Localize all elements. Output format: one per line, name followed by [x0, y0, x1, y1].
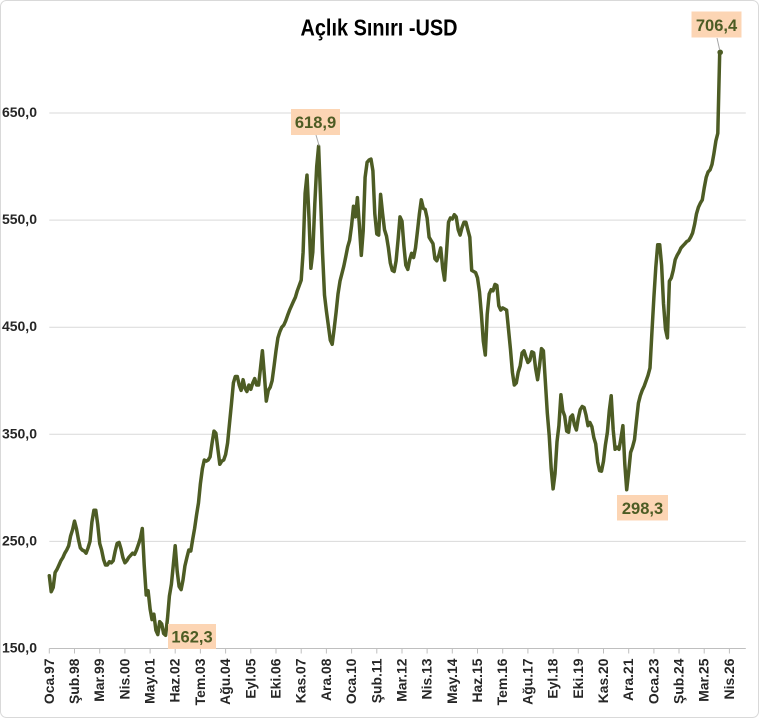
svg-text:Eki.19: Eki.19: [570, 658, 586, 698]
svg-text:Haz.15: Haz.15: [469, 658, 485, 702]
svg-text:Nis.26: Nis.26: [721, 658, 737, 699]
svg-text:Tem.03: Tem.03: [192, 658, 208, 705]
svg-text:May.01: May.01: [142, 658, 158, 704]
svg-text:Mar.25: Mar.25: [696, 658, 712, 702]
svg-text:May.14: May.14: [444, 658, 460, 704]
svg-text:Eyl.05: Eyl.05: [242, 658, 258, 698]
svg-text:Şub.98: Şub.98: [66, 658, 82, 704]
svg-text:Oca.23: Oca.23: [645, 658, 661, 704]
svg-text:350,0: 350,0: [2, 425, 37, 441]
svg-text:298,3: 298,3: [622, 500, 663, 518]
svg-text:Tem.16: Tem.16: [494, 658, 510, 705]
svg-text:Şub.11: Şub.11: [368, 658, 384, 703]
svg-text:Eki.06: Eki.06: [268, 658, 284, 698]
svg-text:Açlık Sınırı -USD: Açlık Sınırı -USD: [301, 15, 458, 41]
svg-text:Nis.13: Nis.13: [419, 658, 435, 699]
svg-text:162,3: 162,3: [171, 629, 212, 647]
svg-text:Ara.21: Ara.21: [620, 658, 636, 701]
svg-text:Oca.10: Oca.10: [343, 658, 359, 704]
svg-text:Ağu.04: Ağu.04: [217, 658, 233, 705]
svg-text:Eyl.18: Eyl.18: [545, 658, 561, 698]
svg-text:550,0: 550,0: [2, 211, 37, 227]
svg-text:650,0: 650,0: [2, 104, 37, 120]
svg-text:Oca.97: Oca.97: [41, 658, 57, 704]
svg-text:Kas.20: Kas.20: [595, 658, 611, 703]
svg-text:Haz.02: Haz.02: [167, 658, 183, 702]
svg-text:450,0: 450,0: [2, 318, 37, 334]
svg-text:Kas.07: Kas.07: [293, 658, 309, 703]
svg-text:250,0: 250,0: [2, 532, 37, 548]
svg-text:Ağu.17: Ağu.17: [519, 658, 535, 705]
svg-text:Nis.00: Nis.00: [116, 658, 132, 699]
svg-text:Mar.12: Mar.12: [394, 658, 410, 702]
svg-text:618,9: 618,9: [295, 114, 336, 132]
svg-text:Şub.24: Şub.24: [671, 658, 687, 704]
svg-text:Ara.08: Ara.08: [318, 658, 334, 701]
svg-text:706,4: 706,4: [696, 17, 738, 35]
svg-text:150,0: 150,0: [2, 640, 37, 656]
svg-text:Mar.99: Mar.99: [91, 658, 107, 702]
